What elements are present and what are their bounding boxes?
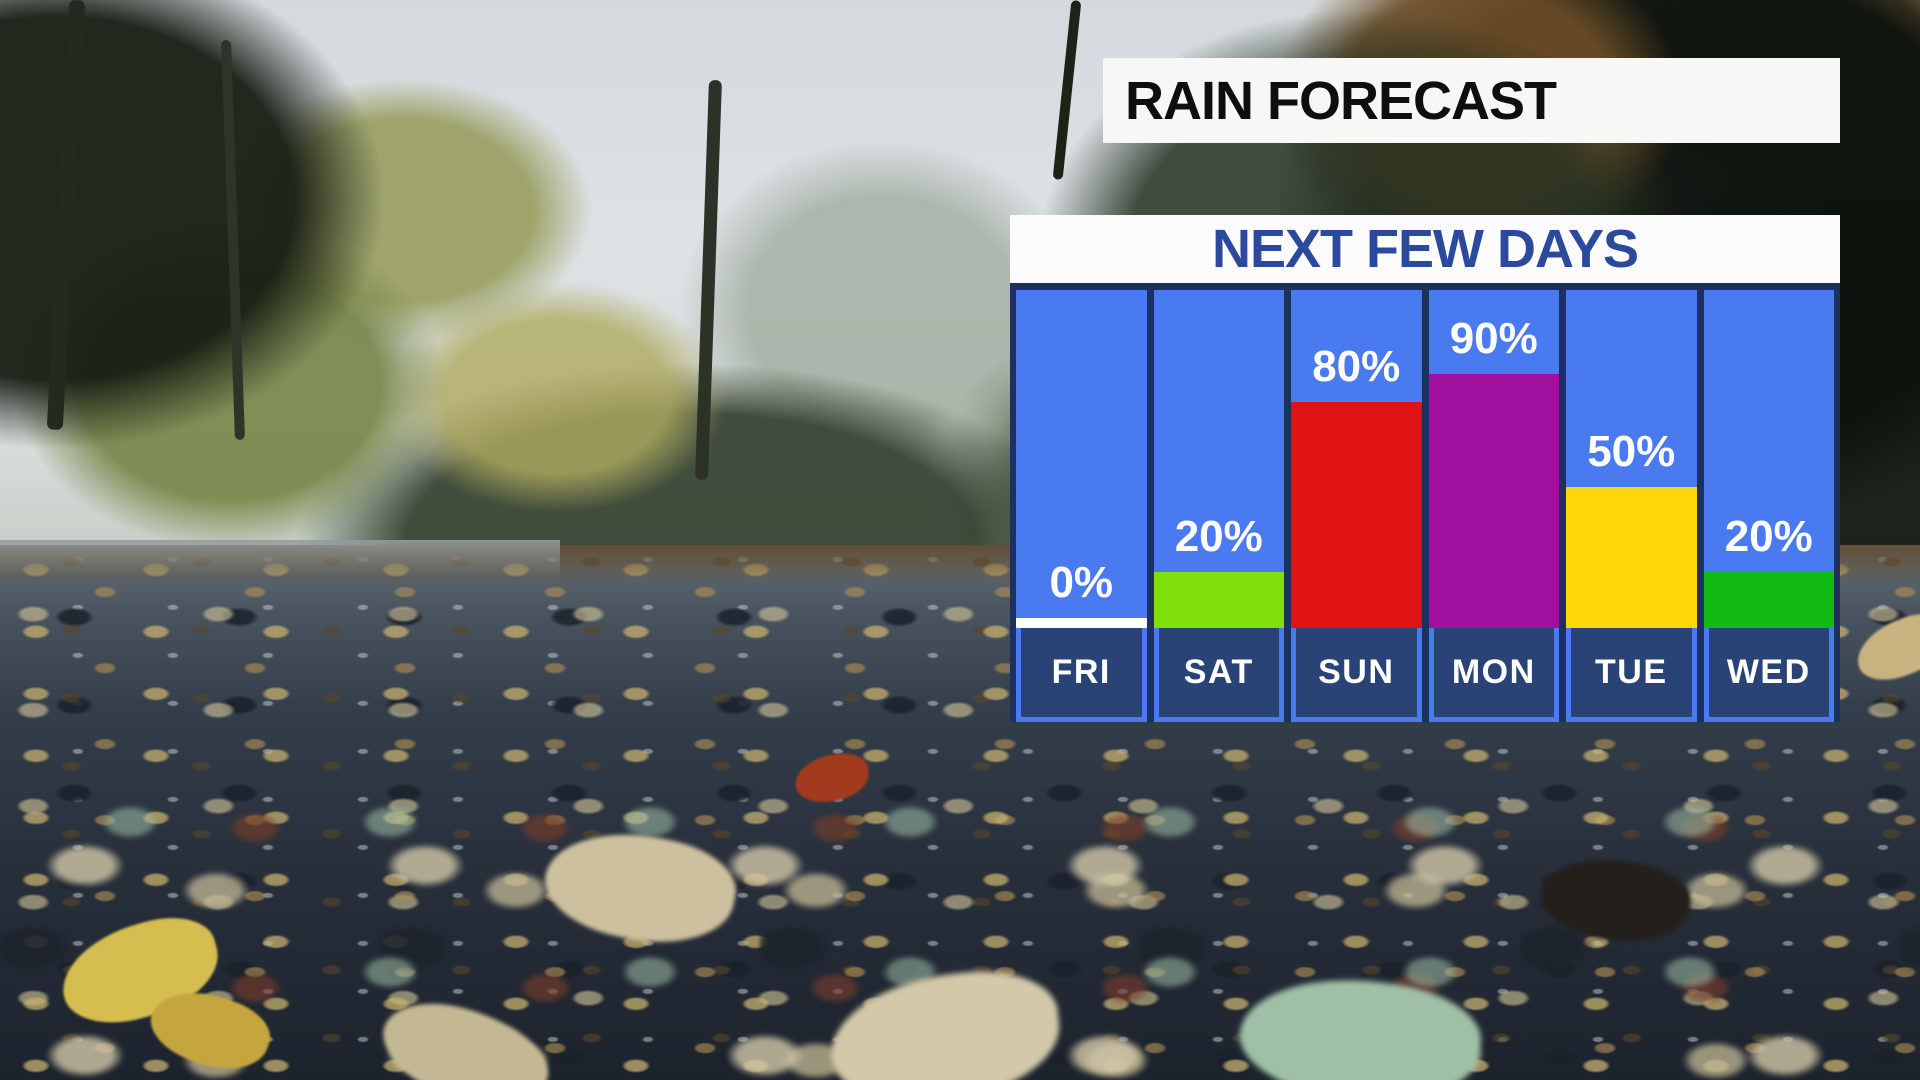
rain-chance-bar bbox=[1016, 618, 1147, 628]
rain-forecast-banner: RAIN FORECAST bbox=[1103, 58, 1840, 143]
rain-chance-bar bbox=[1566, 487, 1697, 628]
forecast-chart-panel: NEXT FEW DAYS 0% FRI 20% SAT 80% SUN 90% MON 50%… bbox=[1010, 215, 1840, 722]
forecast-column-fri: 0% FRI bbox=[1016, 290, 1147, 722]
day-label: FRI bbox=[1016, 628, 1147, 722]
day-label: SAT bbox=[1153, 628, 1284, 722]
day-label: WED bbox=[1703, 628, 1834, 722]
day-label: TUE bbox=[1566, 628, 1697, 722]
column-plot-area: 90% bbox=[1428, 290, 1559, 628]
photo-misty-road-horizon bbox=[0, 540, 560, 578]
day-label: SUN bbox=[1291, 628, 1422, 722]
day-label: MON bbox=[1428, 628, 1559, 722]
column-plot-area: 20% bbox=[1703, 290, 1834, 628]
chart-title: NEXT FEW DAYS bbox=[1211, 219, 1639, 279]
percent-label: 80% bbox=[1312, 342, 1401, 391]
forecast-column-mon: 90% MON bbox=[1428, 290, 1559, 722]
forecast-column-sat: 20% SAT bbox=[1153, 290, 1284, 722]
forecast-column-wed: 20% WED bbox=[1703, 290, 1834, 722]
forecast-column-tue: 50% TUE bbox=[1566, 290, 1697, 722]
percent-label: 50% bbox=[1587, 427, 1676, 476]
rain-chance-bar bbox=[1428, 374, 1559, 628]
banner-title: RAIN FORECAST bbox=[1125, 70, 1557, 131]
rain-chance-bar bbox=[1703, 572, 1834, 628]
percent-label: 0% bbox=[1049, 558, 1114, 607]
column-plot-area: 20% bbox=[1153, 290, 1284, 628]
rain-chance-bar bbox=[1291, 402, 1422, 628]
column-plot-area: 0% bbox=[1016, 290, 1147, 628]
rain-bar-chart: 0% FRI 20% SAT 80% SUN 90% MON 50% TUE 20% WED bbox=[1010, 283, 1840, 722]
percent-label: 90% bbox=[1449, 314, 1538, 363]
column-plot-area: 80% bbox=[1291, 290, 1422, 628]
column-plot-area: 50% bbox=[1566, 290, 1697, 628]
chart-title-bar: NEXT FEW DAYS bbox=[1010, 215, 1840, 283]
rain-chance-bar bbox=[1153, 572, 1284, 628]
percent-label: 20% bbox=[1724, 512, 1813, 561]
forecast-column-sun: 80% SUN bbox=[1291, 290, 1422, 722]
percent-label: 20% bbox=[1174, 512, 1263, 561]
